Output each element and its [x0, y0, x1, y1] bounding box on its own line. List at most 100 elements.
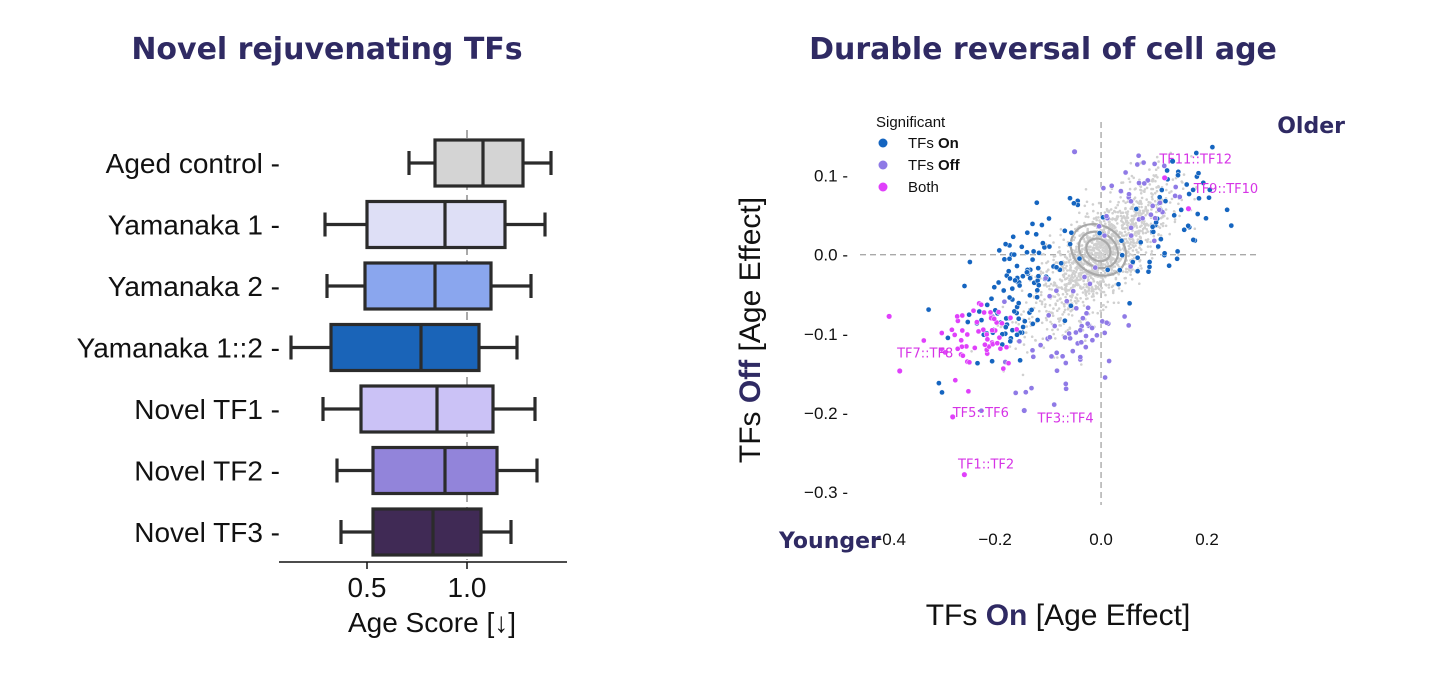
background-point [1144, 238, 1148, 242]
background-point [1139, 225, 1142, 228]
background-point [1122, 199, 1125, 203]
background-point [1072, 238, 1076, 242]
background-point [1104, 256, 1107, 259]
background-point [1135, 248, 1138, 252]
background-point [1146, 209, 1150, 212]
background-point [1073, 285, 1076, 288]
significant-point-off [1051, 401, 1058, 408]
background-point [1164, 208, 1168, 211]
background-point [1076, 254, 1079, 257]
significant-point-both [996, 334, 1003, 341]
significant-point-off [1028, 385, 1035, 391]
background-point [1048, 234, 1052, 237]
significant-point-both [981, 309, 987, 316]
background-point [1097, 216, 1100, 219]
background-point [1069, 309, 1072, 313]
background-point [1157, 160, 1160, 163]
background-point [1130, 278, 1134, 281]
background-point [1085, 290, 1089, 293]
background-point [1127, 247, 1131, 251]
significant-point-on [1030, 248, 1037, 255]
significant-point-off [1051, 323, 1058, 329]
significant-point-off [1073, 329, 1079, 336]
background-point [1063, 261, 1067, 265]
background-point [1139, 264, 1142, 268]
background-point [1065, 256, 1068, 260]
significant-point-on [1035, 265, 1042, 271]
background-point [1112, 301, 1116, 305]
significant-point-both [994, 340, 1001, 347]
background-point [1064, 290, 1068, 294]
significant-point-on [1164, 167, 1170, 174]
significant-point-on [1039, 222, 1045, 228]
significant-point-both [964, 331, 971, 338]
background-point [1091, 203, 1095, 206]
significant-point-on [1002, 324, 1009, 330]
highlight-point-both [896, 367, 903, 375]
background-point [1155, 189, 1159, 193]
background-point [1137, 231, 1141, 234]
background-point [1057, 307, 1061, 310]
background-point [1159, 222, 1163, 226]
background-point [1053, 295, 1057, 299]
background-point [1111, 211, 1114, 215]
background-point [1073, 299, 1077, 303]
background-point [1063, 254, 1067, 258]
significant-point-off [1080, 315, 1086, 322]
box-iqr [329, 322, 481, 373]
background-point [1146, 230, 1150, 233]
significant-point-both [987, 309, 994, 316]
background-point [1131, 253, 1134, 257]
significant-point-off [1001, 298, 1008, 305]
background-point [1101, 264, 1104, 268]
background-point [1051, 328, 1054, 332]
background-point [1132, 176, 1135, 180]
background-point [1025, 301, 1028, 304]
background-point [1052, 241, 1055, 244]
significant-point-off [1126, 191, 1132, 198]
background-point [1075, 297, 1079, 300]
significant-point-off [1139, 215, 1146, 222]
background-point [1102, 308, 1105, 312]
significant-point-on [1046, 243, 1053, 250]
background-point [1149, 240, 1152, 244]
background-point [1114, 226, 1117, 229]
legend-marker-off [878, 160, 888, 170]
highlight-point-on [1169, 158, 1176, 165]
background-point [1129, 161, 1133, 165]
background-point [1045, 328, 1049, 331]
significant-point-both [951, 332, 958, 338]
significant-point-both [959, 327, 966, 334]
background-point [1091, 220, 1095, 224]
box-iqr [365, 199, 507, 250]
background-point [1107, 209, 1111, 213]
significant-point-off [1136, 180, 1142, 186]
significant-point-on [1126, 300, 1133, 307]
background-point [1084, 215, 1088, 218]
background-point [1092, 298, 1096, 302]
background-point [1141, 231, 1145, 235]
significant-point-both [1000, 365, 1007, 372]
background-point [1124, 237, 1128, 241]
background-point [1045, 285, 1049, 288]
significant-point-off [1037, 342, 1044, 348]
significant-point-off [1108, 182, 1115, 189]
significant-point-off [1125, 322, 1132, 329]
background-point [1069, 264, 1072, 267]
significant-point-on [988, 295, 995, 302]
significant-point-off [1054, 367, 1060, 374]
x-tick-label: 1.0 [448, 572, 487, 603]
significant-point-on [1068, 229, 1075, 236]
density-contour [1077, 230, 1119, 270]
significant-point-on [1011, 308, 1018, 315]
significant-point-on [1068, 302, 1074, 309]
significant-point-on [939, 389, 945, 396]
significant-point-on [1186, 191, 1192, 197]
significant-point-both [958, 337, 965, 344]
significant-point-off [1092, 264, 1099, 271]
background-point [1064, 272, 1068, 276]
background-point [1138, 211, 1142, 215]
box-1 [407, 138, 553, 188]
background-point [1092, 246, 1095, 249]
